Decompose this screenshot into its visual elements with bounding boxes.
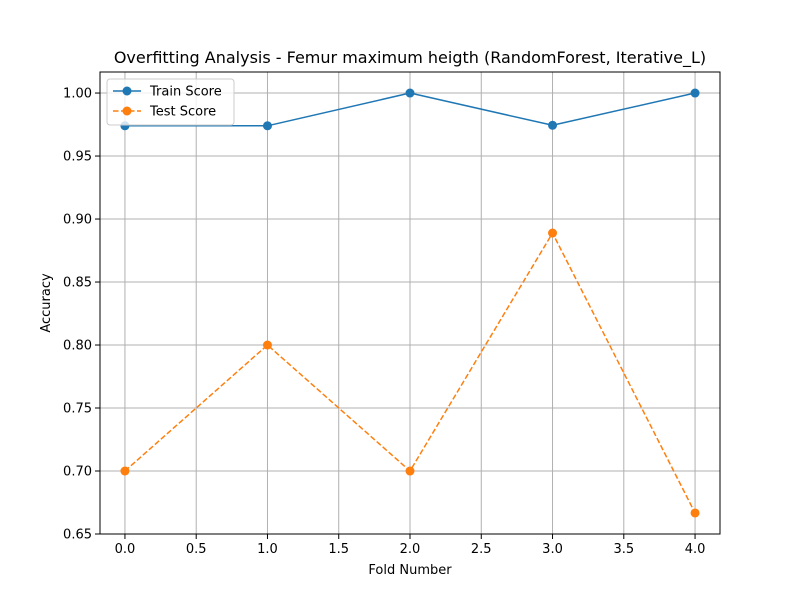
ticks: 0.0 0.5 1.0 1.5 2.0 2.5 3.0 3.5 4.0 0.65 0.70 0.75 0… <box>63 87 705 557</box>
x-tick-label: 3.5 <box>613 542 634 557</box>
data-point-0-2 <box>405 88 415 98</box>
x-axis-label: Fold Number <box>368 563 452 578</box>
x-tick-label: 2.5 <box>471 542 492 557</box>
data-point-0-1 <box>262 121 272 131</box>
y-tick-label: 0.65 <box>63 528 92 543</box>
y-tick-label: 0.90 <box>63 213 92 228</box>
y-tick-label: 0.80 <box>63 339 92 354</box>
legend-label-1: Test Score <box>149 105 216 120</box>
y-tick-label: 1.00 <box>63 87 92 102</box>
grid <box>100 72 720 535</box>
legend-marker-0 <box>122 86 132 96</box>
x-tick-label: 1.5 <box>328 542 349 557</box>
data-point-1-0 <box>120 466 130 476</box>
x-tick-label: 1.0 <box>257 542 278 557</box>
data-point-1-4 <box>690 508 700 518</box>
y-axis-label: Accuracy <box>39 273 54 333</box>
legend-label-0: Train Score <box>149 85 222 100</box>
data-point-1-3 <box>548 228 558 238</box>
y-tick-label: 0.75 <box>63 402 92 417</box>
y-tick-label: 0.70 <box>63 465 92 480</box>
y-tick-label: 0.95 <box>63 150 92 165</box>
x-tick-label: 4.0 <box>685 542 706 557</box>
x-tick-label: 0.5 <box>186 542 207 557</box>
x-tick-label: 0.0 <box>115 542 136 557</box>
data-point-0-4 <box>690 88 700 98</box>
series-layer <box>120 88 700 518</box>
x-tick-label: 3.0 <box>542 542 563 557</box>
y-tick-label: 0.85 <box>63 276 92 291</box>
data-point-1-1 <box>262 340 272 350</box>
chart-title: Overfitting Analysis - Femur maximum hei… <box>114 48 706 68</box>
x-tick-label: 2.0 <box>400 542 421 557</box>
data-point-1-2 <box>405 466 415 476</box>
data-point-0-3 <box>548 120 558 130</box>
legend-marker-1 <box>122 106 132 116</box>
legend: Train Score Test Score <box>106 78 235 126</box>
